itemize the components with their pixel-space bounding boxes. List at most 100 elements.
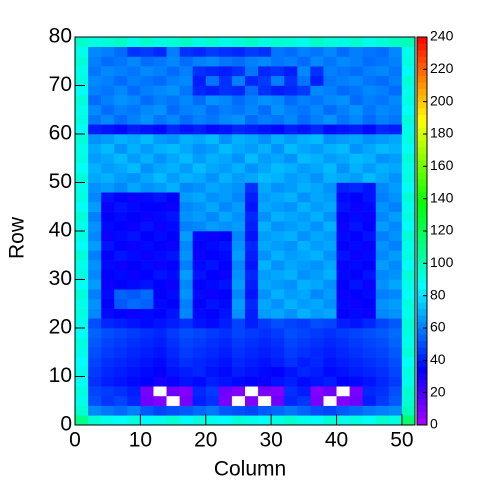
heatmap-cell (153, 260, 167, 271)
heatmap-cell (362, 269, 377, 280)
heatmap-cell (375, 337, 390, 348)
colorbar-segment (417, 405, 427, 413)
heatmap-cell (362, 298, 377, 309)
heatmap-cell (297, 395, 311, 406)
heatmap-cell (140, 153, 154, 164)
heatmap-cell (88, 366, 102, 377)
heatmap-cell (375, 104, 390, 115)
heatmap-cell (205, 250, 220, 261)
heatmap-cell (231, 104, 246, 115)
heatmap-cell (245, 386, 259, 397)
heatmap-cell (401, 395, 416, 406)
heatmap-cell (336, 46, 350, 57)
heatmap-cell (323, 134, 337, 144)
heatmap-cell (153, 201, 167, 212)
heatmap-cell (231, 37, 246, 47)
heatmap-cell (375, 240, 390, 251)
heatmap-cell (271, 298, 285, 309)
heatmap-cell (140, 163, 154, 174)
heatmap-cell (362, 172, 377, 183)
heatmap-cell (401, 221, 416, 232)
heatmap-cell (388, 46, 403, 57)
heatmap-cell (218, 318, 233, 329)
heatmap-cell (297, 279, 311, 290)
y-tick-label: 10 (49, 364, 72, 387)
heatmap-cell (166, 415, 180, 426)
heatmap-cell (205, 318, 220, 329)
heatmap-cell (231, 376, 246, 387)
heatmap-cell (231, 172, 246, 183)
heatmap-cell (192, 415, 207, 426)
heatmap-cell (375, 211, 390, 222)
heatmap-cell (179, 279, 193, 290)
heatmap-cell (245, 114, 259, 125)
heatmap-cell (388, 124, 403, 135)
heatmap-cell (205, 134, 220, 144)
x-tick-label: 50 (390, 429, 413, 452)
heatmap-cell (218, 95, 233, 106)
heatmap-cell (127, 104, 141, 115)
heatmap-cell (271, 357, 285, 368)
heatmap-cell (101, 201, 115, 212)
heatmap-cell (284, 357, 298, 368)
y-tick-label: 50 (49, 170, 72, 193)
heatmap-cell (205, 308, 220, 319)
heatmap-cell (375, 182, 390, 193)
heatmap-cell (297, 405, 311, 416)
x-tick-label: 40 (325, 429, 348, 452)
heatmap-cell (205, 289, 220, 300)
heatmap-cell (192, 85, 207, 96)
heatmap-cell (271, 182, 285, 193)
heatmap-cell (245, 172, 259, 183)
heatmap-cell (140, 269, 154, 280)
heatmap-cell (231, 56, 246, 67)
heatmap-cell (271, 95, 285, 106)
heatmap-cell (258, 66, 272, 77)
heatmap-cell (271, 192, 285, 203)
heatmap-cell (166, 289, 180, 300)
colorbar-segment (417, 276, 427, 284)
heatmap-cell (375, 231, 390, 241)
colorbar-tick-label: 240 (430, 28, 454, 44)
heatmap-cell (114, 376, 128, 387)
heatmap-cell (375, 153, 390, 164)
heatmap-cell (218, 231, 233, 241)
heatmap-cell (349, 104, 363, 115)
heatmap-cell (140, 347, 154, 358)
heatmap-cell (349, 386, 363, 397)
heatmap-cell (153, 221, 167, 232)
colorbar-tick-label: 80 (430, 286, 446, 302)
heatmap-cell (205, 153, 220, 164)
heatmap-cell (401, 172, 416, 183)
heatmap-cell (375, 95, 390, 106)
heatmap-cell (284, 37, 298, 47)
heatmap-cell (75, 386, 89, 397)
heatmap-cell (75, 143, 89, 154)
heatmap-cell (323, 386, 337, 397)
heatmap-cell (336, 114, 350, 125)
heatmap-cell (140, 279, 154, 290)
heatmap-cell (127, 405, 141, 416)
colorbar-segment (417, 328, 427, 335)
heatmap-cell (166, 250, 180, 261)
heatmap-cell (375, 347, 390, 358)
heatmap-cell (336, 289, 350, 300)
heatmap-cell (218, 66, 233, 77)
heatmap-cell (231, 95, 246, 106)
heatmap-cell (153, 415, 167, 426)
heatmap-cell (245, 405, 259, 416)
heatmap-cell (205, 395, 220, 406)
heatmap-cell (375, 279, 390, 290)
heatmap-cell (231, 192, 246, 203)
heatmap-cell (284, 250, 298, 261)
heatmap-cell (218, 163, 233, 174)
heatmap-cell (231, 211, 246, 222)
heatmap-cell (231, 386, 246, 397)
heatmap-cell (245, 66, 259, 77)
heatmap-cell (218, 347, 233, 358)
heatmap-cell (310, 386, 324, 397)
heatmap-cell (153, 134, 167, 144)
heatmap-cell (114, 134, 128, 144)
heatmap-cell (401, 134, 416, 144)
heatmap-cell (218, 56, 233, 67)
